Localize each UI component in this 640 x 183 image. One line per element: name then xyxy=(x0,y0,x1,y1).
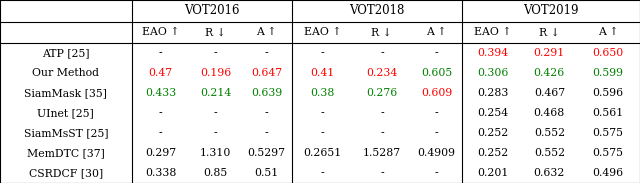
Text: 0.609: 0.609 xyxy=(421,88,452,98)
Text: -: - xyxy=(265,48,268,58)
Text: 0.234: 0.234 xyxy=(366,68,397,78)
Text: -: - xyxy=(159,48,163,58)
Text: ATP [25]: ATP [25] xyxy=(42,48,90,58)
Text: -: - xyxy=(380,48,383,58)
Text: 0.214: 0.214 xyxy=(200,88,231,98)
Text: MemDTC [37]: MemDTC [37] xyxy=(27,148,105,158)
Text: EAO ↑: EAO ↑ xyxy=(474,27,511,37)
Text: 0.254: 0.254 xyxy=(477,108,508,118)
Text: 0.4909: 0.4909 xyxy=(418,148,456,158)
Text: UInet [25]: UInet [25] xyxy=(37,108,94,118)
Text: 0.201: 0.201 xyxy=(477,168,508,178)
Text: 0.605: 0.605 xyxy=(421,68,452,78)
Text: 0.496: 0.496 xyxy=(593,168,623,178)
Text: 0.575: 0.575 xyxy=(593,128,623,138)
Text: R ↓: R ↓ xyxy=(371,27,392,37)
Text: 0.196: 0.196 xyxy=(200,68,231,78)
Text: -: - xyxy=(265,128,268,138)
Text: 0.561: 0.561 xyxy=(593,108,623,118)
Text: R ↓: R ↓ xyxy=(539,27,560,37)
Text: -: - xyxy=(435,128,438,138)
Text: SiamMask [35]: SiamMask [35] xyxy=(24,88,108,98)
Text: -: - xyxy=(265,108,268,118)
Text: -: - xyxy=(435,108,438,118)
Text: -: - xyxy=(380,128,383,138)
Text: -: - xyxy=(321,108,324,118)
Text: Our Method: Our Method xyxy=(32,68,99,78)
Text: 0.338: 0.338 xyxy=(145,168,177,178)
Text: -: - xyxy=(214,48,217,58)
Text: R ↓: R ↓ xyxy=(205,27,226,37)
Text: -: - xyxy=(321,128,324,138)
Text: 0.632: 0.632 xyxy=(534,168,565,178)
Text: 0.85: 0.85 xyxy=(204,168,228,178)
Text: 0.252: 0.252 xyxy=(477,128,508,138)
Text: 0.291: 0.291 xyxy=(534,48,565,58)
Text: 0.47: 0.47 xyxy=(148,68,173,78)
Text: -: - xyxy=(435,48,438,58)
Text: 0.647: 0.647 xyxy=(251,68,282,78)
Text: 1.310: 1.310 xyxy=(200,148,231,158)
Text: -: - xyxy=(321,168,324,178)
Text: -: - xyxy=(321,48,324,58)
Text: A ↑: A ↑ xyxy=(257,27,277,37)
Text: -: - xyxy=(159,108,163,118)
Text: 0.650: 0.650 xyxy=(593,48,623,58)
Text: A ↑: A ↑ xyxy=(598,27,618,37)
Text: SiamMsST [25]: SiamMsST [25] xyxy=(24,128,108,138)
Text: 0.575: 0.575 xyxy=(593,148,623,158)
Text: 0.596: 0.596 xyxy=(593,88,623,98)
Text: -: - xyxy=(380,108,383,118)
Text: EAO ↑: EAO ↑ xyxy=(142,27,179,37)
Text: 0.639: 0.639 xyxy=(251,88,282,98)
Text: 0.552: 0.552 xyxy=(534,148,565,158)
Text: -: - xyxy=(214,128,217,138)
Text: 0.276: 0.276 xyxy=(366,88,397,98)
Text: 0.306: 0.306 xyxy=(477,68,508,78)
Text: CSRDCF [30]: CSRDCF [30] xyxy=(29,168,103,178)
Text: A ↑: A ↑ xyxy=(426,27,447,37)
Text: 0.468: 0.468 xyxy=(534,108,565,118)
Text: 0.552: 0.552 xyxy=(534,128,565,138)
Text: -: - xyxy=(435,168,438,178)
Text: 0.5297: 0.5297 xyxy=(248,148,285,158)
Text: 0.41: 0.41 xyxy=(310,68,335,78)
Text: -: - xyxy=(380,168,383,178)
Text: 0.51: 0.51 xyxy=(255,168,279,178)
Text: EAO ↑: EAO ↑ xyxy=(304,27,341,37)
Text: 0.2651: 0.2651 xyxy=(303,148,342,158)
Text: 0.433: 0.433 xyxy=(145,88,177,98)
Text: 0.38: 0.38 xyxy=(310,88,335,98)
Text: VOT2019: VOT2019 xyxy=(524,4,579,17)
Text: 1.5287: 1.5287 xyxy=(363,148,401,158)
Text: VOT2016: VOT2016 xyxy=(184,4,239,17)
Text: 0.252: 0.252 xyxy=(477,148,508,158)
Text: -: - xyxy=(214,108,217,118)
Text: 0.283: 0.283 xyxy=(477,88,508,98)
Text: 0.467: 0.467 xyxy=(534,88,565,98)
Text: VOT2018: VOT2018 xyxy=(349,4,405,17)
Text: 0.426: 0.426 xyxy=(534,68,565,78)
Text: 0.599: 0.599 xyxy=(593,68,623,78)
Text: 0.394: 0.394 xyxy=(477,48,508,58)
Text: 0.297: 0.297 xyxy=(145,148,176,158)
Text: -: - xyxy=(159,128,163,138)
